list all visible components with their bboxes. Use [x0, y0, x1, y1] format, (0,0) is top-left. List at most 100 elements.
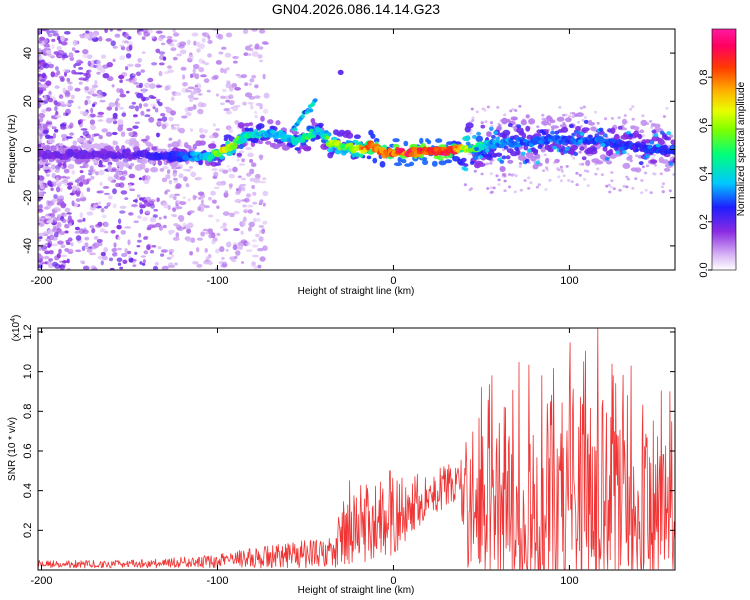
noise-speckle — [263, 108, 269, 114]
noise-speckle — [156, 100, 160, 104]
noise-speckle — [89, 87, 96, 92]
noise-speckle — [519, 188, 523, 192]
noise-speckle — [63, 162, 67, 168]
noise-speckle — [255, 217, 261, 222]
noise-speckle — [99, 181, 103, 187]
noise-speckle — [96, 94, 104, 99]
noise-speckle — [544, 188, 548, 191]
noise-speckle — [99, 190, 104, 194]
ridge-blob — [621, 150, 627, 155]
noise-speckle — [235, 198, 242, 203]
noise-speckle — [245, 193, 252, 198]
noise-speckle — [88, 246, 93, 249]
noise-speckle — [56, 186, 61, 193]
noise-speckle — [190, 73, 193, 79]
noise-speckle — [154, 107, 159, 113]
noise-speckle — [183, 176, 188, 182]
noise-speckle — [61, 54, 69, 59]
noise-speckle — [193, 261, 199, 265]
noise-speckle — [59, 180, 65, 184]
noise-speckle — [167, 65, 172, 69]
ridge-blob — [125, 148, 131, 155]
ridge-blob — [353, 134, 361, 139]
noise-speckle — [175, 232, 180, 238]
noise-speckle — [247, 209, 253, 214]
noise-speckle — [168, 137, 173, 141]
noise-speckle — [144, 82, 150, 89]
noise-speckle — [150, 103, 157, 107]
noise-speckle — [221, 256, 225, 261]
noise-speckle — [143, 96, 150, 101]
noise-speckle — [178, 141, 183, 148]
ridge-blob — [325, 135, 330, 140]
ridge-blob — [586, 141, 591, 145]
ridge-blob — [537, 144, 543, 149]
noise-speckle — [43, 255, 50, 260]
ridge-blob — [514, 146, 519, 151]
noise-speckle — [48, 63, 54, 69]
noise-speckle — [54, 231, 59, 238]
noise-speckle — [93, 133, 100, 137]
noise-speckle — [518, 165, 522, 168]
noise-speckle — [495, 174, 499, 178]
ridge-blob — [244, 127, 250, 132]
noise-speckle — [631, 117, 635, 121]
noise-speckle — [105, 131, 113, 137]
noise-speckle — [518, 162, 523, 165]
noise-speckle — [219, 246, 225, 253]
noise-speckle — [641, 134, 646, 138]
noise-speckle — [152, 265, 159, 270]
noise-speckle — [507, 185, 512, 189]
noise-speckle — [247, 204, 254, 208]
ridge-blob — [565, 117, 572, 123]
noise-speckle — [141, 263, 146, 266]
noise-speckle — [138, 233, 142, 238]
noise-speckle — [244, 82, 249, 86]
noise-speckle — [38, 87, 43, 91]
ridge-blob — [475, 135, 484, 143]
noise-speckle — [158, 62, 165, 66]
noise-speckle — [168, 230, 173, 235]
noise-speckle — [156, 197, 160, 202]
noise-speckle — [213, 171, 219, 177]
noise-speckle — [207, 261, 213, 265]
noise-speckle — [134, 63, 142, 68]
noise-speckle — [180, 66, 187, 71]
ridge-blob — [42, 165, 50, 170]
noise-speckle — [581, 119, 585, 122]
noise-speckle — [176, 206, 183, 210]
noise-speckle — [225, 241, 232, 248]
noise-speckle — [263, 92, 270, 99]
noise-speckle — [125, 66, 129, 71]
noise-speckle — [250, 104, 254, 110]
noise-speckle — [572, 156, 576, 160]
noise-speckle — [523, 179, 527, 182]
noise-speckle — [204, 62, 210, 66]
noise-speckle — [81, 245, 86, 251]
noise-speckle — [41, 261, 45, 265]
noise-speckle — [259, 155, 263, 161]
ridge-blob — [259, 137, 266, 141]
ridge-blob — [638, 161, 644, 166]
noise-speckle — [229, 100, 235, 106]
noise-speckle — [51, 126, 57, 130]
ridge-blob — [608, 148, 614, 155]
noise-speckle — [82, 111, 89, 117]
noise-speckle — [146, 108, 151, 112]
noise-speckle — [74, 87, 81, 92]
ridge-blob — [403, 140, 409, 147]
noise-speckle — [40, 216, 46, 219]
ridge-blob — [577, 139, 583, 144]
noise-speckle — [248, 44, 253, 47]
ridge-blob — [554, 158, 560, 164]
svg-text:(x104): (x104) — [10, 315, 22, 342]
noise-speckle — [77, 219, 83, 223]
noise-speckle — [98, 36, 103, 42]
ridge-blob — [45, 144, 51, 151]
noise-speckle — [120, 89, 125, 96]
ridge-blob — [575, 125, 581, 132]
noise-speckle — [133, 220, 139, 224]
noise-speckle — [93, 235, 99, 240]
noise-speckle — [46, 173, 50, 177]
noise-speckle — [215, 60, 222, 65]
